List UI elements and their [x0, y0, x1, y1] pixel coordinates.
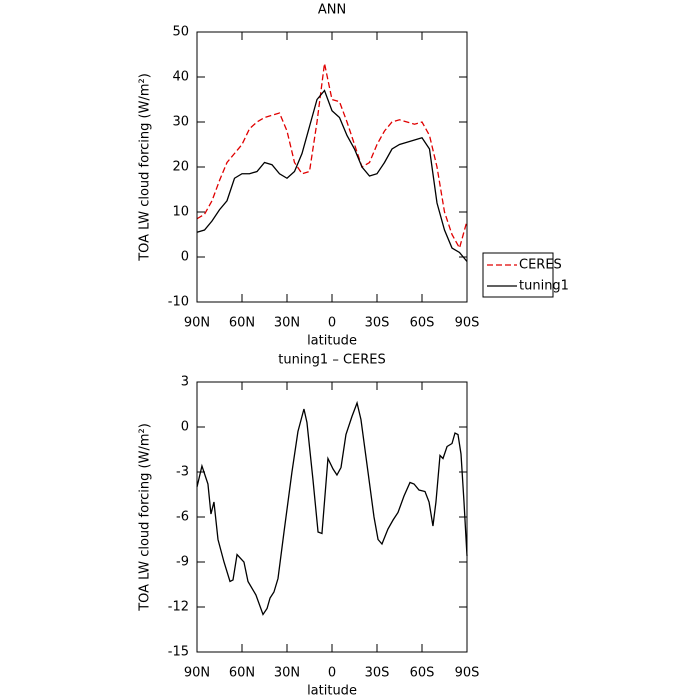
plot-frame — [196, 381, 468, 653]
series-line — [196, 63, 468, 250]
x-tick-label: 0 — [328, 316, 336, 331]
series-line — [196, 89, 468, 262]
plot-frame — [196, 31, 468, 303]
x-axis-label: latitude — [307, 684, 357, 699]
x-tick-label: 90S — [455, 666, 480, 681]
y-tick-label: 10 — [172, 205, 189, 220]
x-axis-label: latitude — [307, 334, 357, 349]
x-tick-label: 60S — [410, 316, 435, 331]
y-tick-label: -3 — [176, 465, 189, 480]
x-tick-label: 0 — [328, 666, 336, 681]
x-tick-label: 60N — [229, 316, 255, 331]
legend-label: CERES — [519, 258, 562, 273]
y-tick-label: -12 — [168, 600, 189, 615]
x-tick-label: 30S — [365, 666, 390, 681]
x-tick-label: 60S — [410, 666, 435, 681]
y-tick-label: -9 — [176, 555, 189, 570]
y-tick-label: 0 — [181, 420, 189, 435]
x-tick-label: 90S — [455, 316, 480, 331]
legend-label: tuning1 — [519, 279, 569, 294]
y-tick-label: -15 — [168, 645, 189, 660]
y-tick-label: 30 — [172, 115, 189, 130]
y-tick-label: 40 — [172, 70, 189, 85]
chart-title: tuning1 – CERES — [278, 353, 386, 368]
x-tick-label: 60N — [229, 666, 255, 681]
y-axis-label: TOA LW cloud forcing (W/m²) — [138, 423, 153, 612]
y-tick-label: -6 — [176, 510, 189, 525]
y-tick-label: 50 — [172, 25, 189, 40]
legend-frame — [482, 252, 554, 298]
y-tick-label: 0 — [181, 250, 189, 265]
y-tick-label: 20 — [172, 160, 189, 175]
x-tick-label: 30N — [274, 666, 300, 681]
y-tick-label: -10 — [168, 295, 189, 310]
x-tick-label: 30N — [274, 316, 300, 331]
series-line — [196, 400, 468, 616]
chart-title: ANN — [318, 3, 346, 18]
x-tick-label: 90N — [184, 316, 210, 331]
x-tick-label: 30S — [365, 316, 390, 331]
x-tick-label: 90N — [184, 666, 210, 681]
y-tick-label: 3 — [181, 375, 189, 390]
y-axis-label: TOA LW cloud forcing (W/m²) — [138, 73, 153, 262]
